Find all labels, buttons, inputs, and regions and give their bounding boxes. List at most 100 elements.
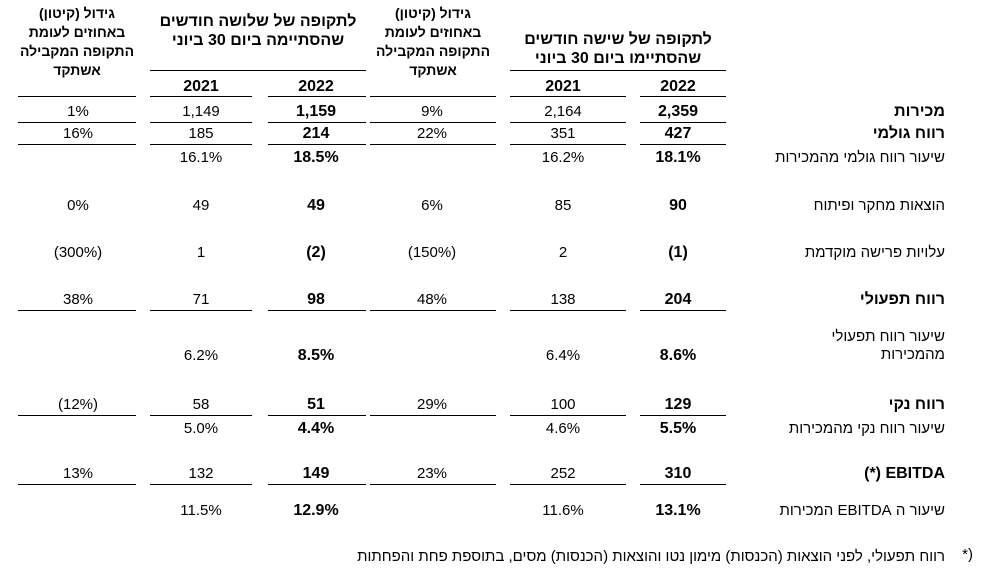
year-header: 2021 [545, 78, 581, 95]
cell: 252 [550, 465, 576, 482]
cell: 1,159 [295, 103, 337, 120]
rule [150, 484, 252, 485]
cell: 351 [550, 125, 576, 142]
rule [640, 144, 726, 145]
cell: 1% [67, 103, 89, 120]
rule [18, 144, 136, 145]
cell: 48% [416, 291, 448, 308]
cell: 6% [421, 197, 443, 214]
cell: 5.0% [183, 420, 219, 437]
cell: 310 [664, 465, 692, 482]
cell: 1,149 [182, 103, 220, 120]
rule [640, 122, 726, 123]
rule [510, 144, 626, 145]
cell: (300%) [53, 244, 103, 261]
row-label: שיעור ה EBITDA המכירות [779, 502, 945, 519]
cell: 2,164 [544, 103, 582, 120]
cell: 132 [188, 465, 214, 482]
rule [640, 415, 726, 416]
cell: 85 [554, 197, 572, 214]
rule [268, 122, 366, 123]
six-month-header: לתקופה של שישה חודשים שהסתיימו ביום 30 ב… [524, 31, 712, 67]
cell: 13.1% [655, 502, 701, 519]
rule [370, 122, 496, 123]
cell: 16.1% [179, 149, 223, 166]
row-label: רווח תפעולי [859, 291, 945, 308]
rule [510, 96, 626, 97]
rule [268, 484, 366, 485]
cell: 9% [421, 103, 443, 120]
cell: 18.1% [655, 149, 701, 166]
cell: 100 [550, 396, 576, 413]
row-label: מכירות [894, 103, 945, 120]
rule [268, 96, 366, 97]
cell: (1) [668, 244, 688, 261]
cell: 6.4% [545, 347, 581, 364]
cell: 4.6% [545, 420, 581, 437]
rule [150, 70, 366, 71]
cell: 214 [302, 125, 330, 142]
cell: 204 [664, 291, 692, 308]
cell: 149 [302, 465, 330, 482]
year-header: 2022 [298, 78, 334, 95]
rule [268, 144, 366, 145]
cell: 6.2% [183, 347, 219, 364]
cell: 1 [196, 244, 206, 261]
cell: 38% [62, 291, 94, 308]
rule [268, 310, 366, 311]
footnote-marker: *) [962, 546, 973, 563]
row-label: הוצאות מחקר ופיתוח [813, 197, 945, 214]
rule [150, 122, 252, 123]
cell: 12.9% [293, 502, 339, 519]
year-header: 2021 [183, 78, 219, 95]
rule [370, 96, 496, 97]
growth-header: גידול (קיטון) באחוזים לעומת התקופה המקבי… [375, 5, 491, 78]
cell: 29% [416, 396, 448, 413]
cell: 11.5% [180, 502, 222, 519]
year-header: 2022 [660, 78, 696, 95]
cell: 8.6% [659, 347, 697, 364]
rule [370, 484, 496, 485]
rule [18, 122, 136, 123]
row-label: EBITDA (*) [864, 465, 945, 482]
cell: (12%) [57, 396, 99, 413]
row-label: עלויות פרישה מוקדמת [804, 244, 945, 261]
cell: 16% [62, 125, 94, 142]
rule [370, 144, 496, 145]
rule [510, 122, 626, 123]
cell: 8.5% [297, 347, 335, 364]
rule [18, 96, 136, 97]
rule [150, 415, 252, 416]
cell: 185 [188, 125, 214, 142]
rule [510, 415, 626, 416]
cell: 58 [192, 396, 210, 413]
cell: 16.2% [541, 149, 585, 166]
cell: 51 [307, 396, 325, 413]
rule [640, 484, 726, 485]
row-label: שיעור רווח נקי מהמכירות [788, 420, 945, 437]
cell: 71 [192, 291, 210, 308]
cell: 129 [664, 396, 692, 413]
rule [370, 310, 496, 311]
rule [150, 96, 252, 97]
cell: 138 [550, 291, 576, 308]
rule [510, 484, 626, 485]
row-label: שיעור רווח גולמי מהמכירות [775, 149, 945, 166]
cell: 22% [416, 125, 448, 142]
rule [640, 96, 726, 97]
cell: 49 [307, 197, 325, 214]
cell: 2 [558, 244, 568, 261]
cell: 98 [307, 291, 325, 308]
rule [150, 144, 252, 145]
row-label: רווח גולמי [872, 125, 945, 142]
cell: (150%) [407, 244, 457, 261]
rule [18, 415, 136, 416]
growth-header: גידול (קיטון) באחוזים לעומת התקופה המקבי… [19, 5, 135, 78]
footnote: רווח תפעולי, לפני הוצאות (הכנסות) מימון … [357, 548, 945, 565]
cell: 2,359 [657, 103, 699, 120]
cell: 0% [67, 197, 89, 214]
cell: 5.5% [659, 420, 697, 437]
cell: 90 [669, 197, 687, 214]
row-label: שיעור רווח תפעולי מהמכירות [831, 328, 945, 363]
